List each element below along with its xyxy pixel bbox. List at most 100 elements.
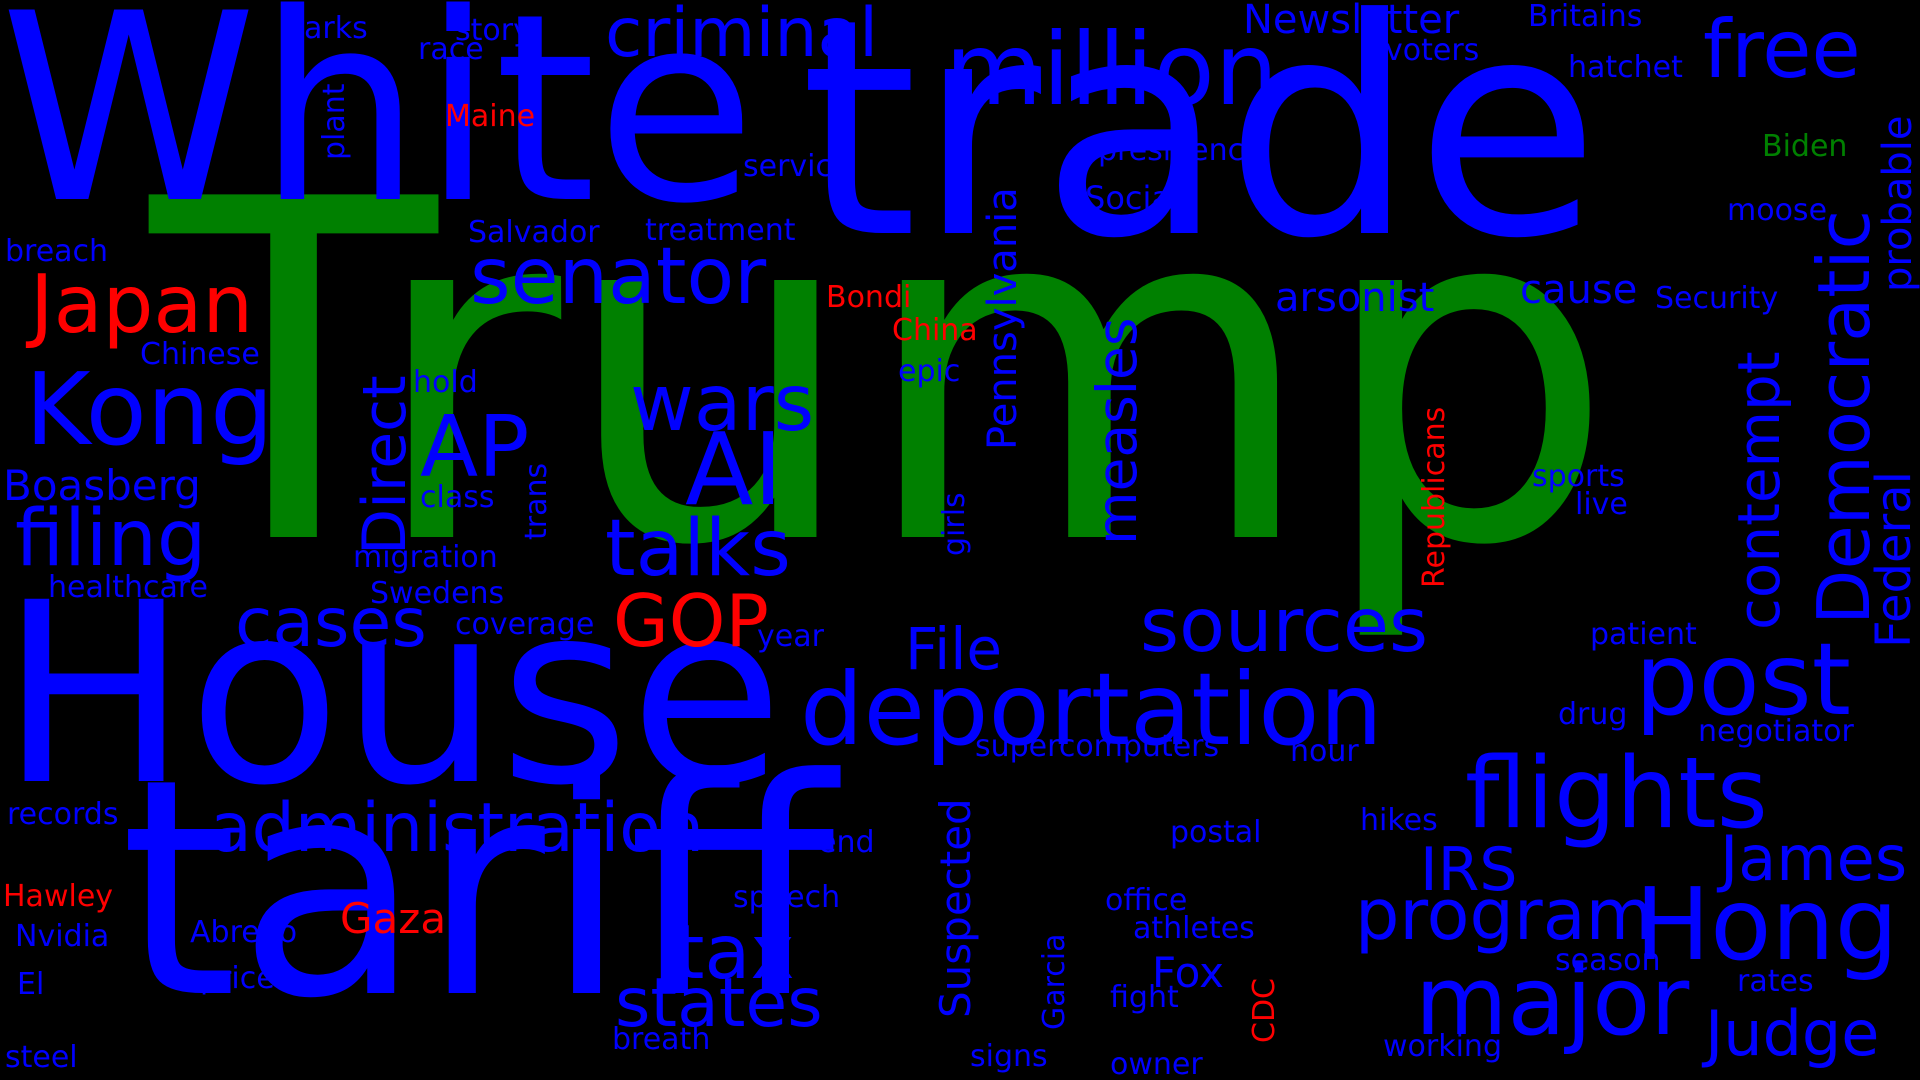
word-prices: prices — [200, 961, 291, 996]
word-talks: talks — [605, 504, 791, 594]
word-federal: Federal — [1866, 471, 1920, 648]
word-plant: plant — [317, 83, 352, 160]
word-epic: epic — [898, 354, 961, 389]
word-records: records — [7, 797, 119, 832]
word-cause: cause — [1520, 267, 1638, 313]
word-million: million — [945, 11, 1279, 128]
word-biden: Biden — [1762, 129, 1848, 164]
word-hikes: hikes — [1360, 803, 1438, 838]
word-sports: sports — [1532, 459, 1625, 494]
word-kong: Kong — [25, 351, 274, 468]
word-girls: girls — [937, 492, 972, 556]
word-irs: IRS — [1420, 835, 1518, 905]
word-office: office — [1105, 883, 1188, 918]
word-trump: Trump — [150, 101, 1616, 648]
word-ap: AP — [420, 398, 530, 497]
word-china: China — [892, 313, 978, 348]
word-signs: signs — [970, 1039, 1048, 1074]
word-bondi: Bondi — [826, 280, 912, 315]
word-maine: Maine — [445, 99, 536, 134]
word-abrego: Abrego — [190, 915, 298, 950]
word-class: class — [420, 480, 495, 515]
word-contempt: contempt — [1725, 351, 1793, 630]
word-presidency: presidency — [1098, 133, 1262, 168]
word-filing: filing — [15, 494, 207, 584]
word-drug: drug — [1558, 697, 1628, 732]
word-free: free — [1703, 3, 1861, 96]
word-patient: patient — [1590, 617, 1697, 652]
word-speech: speech — [733, 880, 841, 915]
word-trade: trade — [800, 0, 1600, 304]
word-year: year — [757, 619, 824, 654]
word-flights: flights — [1465, 737, 1768, 851]
word-live: live — [1575, 487, 1628, 522]
word-tariff: tariff — [120, 715, 835, 1064]
word-voters: voters — [1385, 33, 1480, 68]
word-james: James — [1720, 822, 1908, 895]
word-chinese: Chinese — [140, 337, 260, 372]
word-gaza: Gaza — [340, 894, 447, 943]
word-fight: fight — [1110, 980, 1179, 1015]
word-nvidia: Nvidia — [15, 919, 110, 954]
word-major: major — [1415, 947, 1690, 1057]
word-senator: senator — [470, 232, 767, 322]
word-hong: Hong — [1635, 866, 1899, 983]
word-season: season — [1555, 943, 1661, 978]
word-file: File — [905, 615, 1003, 683]
word-hawley: Hawley — [3, 879, 114, 914]
word-service: service — [743, 149, 851, 184]
word-steel: steel — [5, 1040, 78, 1075]
word-supercomputers: supercomputers — [975, 729, 1220, 764]
word-security: Security — [1655, 281, 1779, 316]
word-athletes: athletes — [1133, 911, 1255, 946]
word-el: El — [17, 967, 45, 1002]
word-cases: cases — [235, 584, 427, 663]
word-rates: rates — [1737, 964, 1814, 999]
word-healthcare: healthcare — [48, 570, 208, 605]
word-garcia: Garcia — [1037, 933, 1072, 1030]
word-direct: Direct — [350, 375, 420, 555]
word-owner: owner — [1110, 1047, 1203, 1080]
word-fox: Fox — [1152, 948, 1224, 997]
word-measles: measles — [1085, 317, 1149, 545]
word-program: program — [1355, 874, 1654, 956]
word-breath: breath — [612, 1022, 711, 1057]
word-probable: probable — [1875, 115, 1920, 292]
word-moose: moose — [1727, 193, 1828, 228]
word-arsonist: arsonist — [1275, 275, 1435, 321]
word-tax: tax — [675, 908, 795, 996]
word-suspected: Suspected — [931, 798, 980, 1018]
word-salvador: Salvador — [468, 215, 600, 250]
word-negotiator: negotiator — [1698, 714, 1854, 749]
word-coverage: coverage — [455, 607, 595, 642]
word-gop: GOP — [613, 579, 769, 663]
word-race: race — [418, 32, 484, 67]
word-ai: AI — [685, 411, 783, 528]
word-post: post — [1635, 621, 1851, 738]
word-story: story — [455, 13, 531, 48]
word-treatment: treatment — [645, 213, 796, 248]
word-white: White — [0, 0, 757, 261]
word-pennsylvania: Pennsylvania — [980, 187, 1026, 450]
word-end: end — [818, 825, 875, 860]
word-japan: Japan — [30, 258, 254, 351]
word-hold: hold — [413, 365, 478, 400]
word-working: working — [1383, 1029, 1502, 1064]
word-sources: sources — [1140, 581, 1429, 669]
word-social: Social — [1085, 179, 1180, 217]
word-trans: trans — [519, 462, 554, 540]
word-boasberg: Boasberg — [3, 461, 201, 510]
word-states: states — [615, 964, 823, 1043]
word-judge: Judge — [1705, 997, 1880, 1070]
word-parks: parks — [285, 11, 368, 46]
word-breach: breach — [5, 234, 109, 269]
word-hour: hour — [1290, 734, 1359, 769]
word-britains: Britains — [1528, 0, 1643, 34]
word-hatchet: hatchet — [1568, 50, 1683, 85]
word-swedens: Swedens — [370, 576, 505, 611]
word-administration: administration — [210, 789, 704, 868]
word-newsletter: Newsletter — [1243, 0, 1460, 43]
word-deportation: deportation — [800, 651, 1383, 768]
word-house: House — [0, 549, 784, 840]
